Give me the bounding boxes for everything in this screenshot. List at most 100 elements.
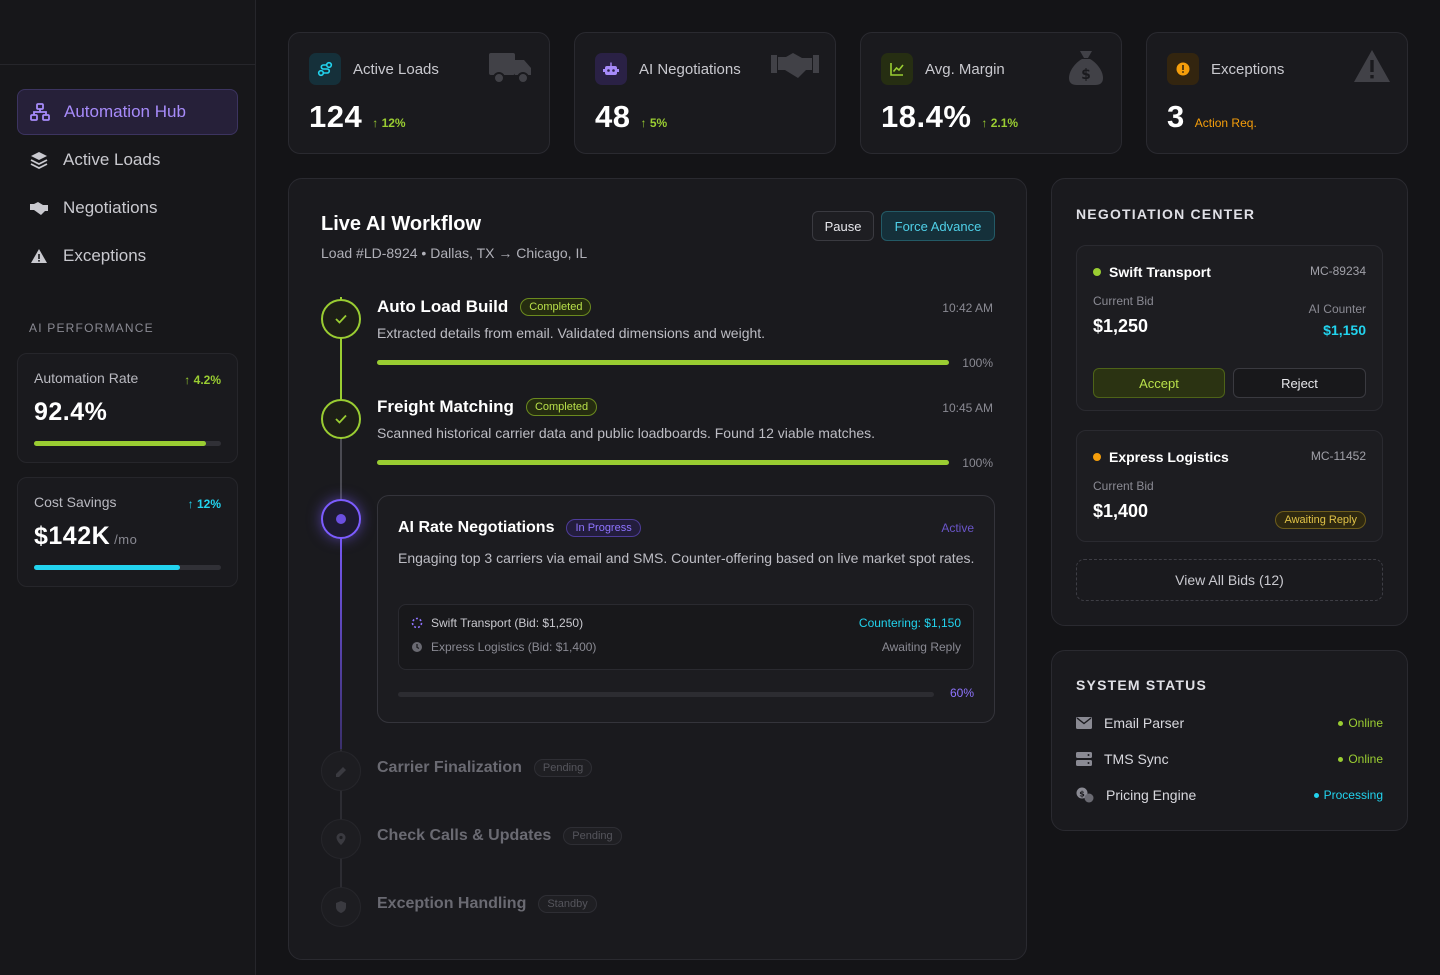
view-all-bids-button[interactable]: View All Bids (12) [1076, 559, 1383, 601]
activity-row: Express Logistics (Bid: $1,400) Awaiting… [411, 640, 961, 654]
stat-card-avg-margin: Avg. Margin 18.4% ↑ 2.1% $ [860, 32, 1122, 154]
sidebar-item-label: Active Loads [63, 150, 161, 169]
metric-value: $142K/mo [34, 522, 138, 550]
reject-button[interactable]: Reject [1233, 368, 1366, 398]
stat-delta: Action Req. [1194, 116, 1257, 130]
loading-icon [411, 617, 423, 629]
system-status-panel: SYSTEM STATUS Email Parser Online TMS Sy… [1051, 650, 1408, 831]
step-percent: 100% [962, 456, 993, 470]
step-progress-bar [398, 692, 934, 697]
sidebar-item-label: Negotiations [63, 198, 158, 217]
pricing-icon: $ [1076, 787, 1094, 803]
warning-icon [29, 246, 49, 266]
step-percent: 60% [949, 686, 974, 700]
check-icon [335, 414, 347, 424]
step-title: Auto Load Build Completed [377, 297, 592, 317]
clock-icon [412, 642, 422, 652]
status-value: Online [1338, 752, 1383, 766]
step-progress-fill [377, 460, 949, 465]
negotiation-activity-box: Swift Transport (Bid: $1,250) Countering… [398, 604, 974, 670]
sidebar-item-label: Automation Hub [64, 102, 186, 121]
status-label: Email Parser [1104, 715, 1185, 731]
metric-label: Cost Savings [34, 494, 117, 510]
activity-status: Countering: $1,150 [858, 616, 961, 630]
money-bag-icon: $ [1067, 49, 1105, 92]
envelope-icon [1076, 717, 1092, 729]
section-heading-ai-performance: AI PERFORMANCE [29, 321, 154, 335]
stat-card-active-loads: Active Loads 124 ↑ 12% [288, 32, 550, 154]
stat-value: 18.4% [881, 99, 972, 134]
timeline-line-segment [340, 439, 342, 519]
pause-button[interactable]: Pause [812, 211, 874, 241]
bid-card-swift-transport: Swift Transport MC-89234 Current Bid $1,… [1076, 245, 1383, 411]
stat-delta: ↑ 5% [640, 116, 668, 130]
active-step-card: AI Rate Negotiations In Progress Active … [377, 495, 995, 723]
carrier-name: Swift Transport [1093, 264, 1211, 280]
step-title: Check Calls & Updates Pending [377, 827, 622, 845]
layers-icon [29, 150, 49, 170]
metric-label: Automation Rate [34, 370, 139, 386]
negotiation-center-panel: NEGOTIATION CENTER Swift Transport MC-89… [1051, 178, 1408, 626]
step-percent: 100% [962, 356, 993, 370]
sidebar-item-exceptions[interactable]: Exceptions [17, 233, 238, 279]
metric-value: 92.4% [34, 398, 108, 426]
truck-icon [487, 49, 533, 90]
step-progress-bar [377, 360, 949, 365]
step-status: Active [941, 521, 974, 535]
force-advance-button[interactable]: Force Advance [881, 211, 995, 241]
stat-label: Exceptions [1211, 60, 1285, 78]
alert-circle-icon [1167, 53, 1199, 85]
stat-delta: ↑ 2.1% [981, 116, 1019, 130]
sidebar-item-negotiations[interactable]: Negotiations [17, 185, 238, 231]
status-dot [1093, 268, 1101, 276]
status-row-pricing-engine: $ Pricing Engine Processing [1076, 787, 1383, 803]
stat-value: 124 [309, 99, 363, 134]
status-label: TMS Sync [1104, 751, 1169, 767]
chart-line-icon [881, 53, 913, 85]
workflow-title: Live AI Workflow [321, 213, 482, 235]
workflow-subtitle: Load #LD-8924 • Dallas, TX → Chicago, IL [321, 245, 588, 261]
mc-number: MC-89234 [1309, 264, 1366, 278]
panel-title: SYSTEM STATUS [1076, 677, 1207, 693]
check-icon [335, 314, 347, 324]
current-bid-value: $1,400 [1093, 501, 1149, 521]
status-badge: Pending [533, 759, 593, 777]
current-bid-label: Current Bid [1093, 479, 1154, 493]
stat-card-exceptions: Exceptions 3 Action Req. [1146, 32, 1408, 154]
status-row-tms-sync: TMS Sync Online [1076, 751, 1383, 767]
step-progress-fill [377, 360, 949, 365]
status-value: Online [1338, 716, 1383, 730]
metric-delta: ↑ 12% [187, 497, 221, 511]
stat-label: Active Loads [353, 60, 439, 78]
step-time: 10:42 AM [942, 301, 993, 315]
step-title: Exception Handling Standby [377, 895, 597, 913]
map-pin-icon [336, 833, 346, 845]
stat-label: AI Negotiations [639, 60, 741, 78]
robot-icon [595, 53, 627, 85]
accept-button[interactable]: Accept [1093, 368, 1225, 398]
handshake-icon [771, 49, 819, 86]
step-description: Scanned historical carrier data and publ… [377, 425, 876, 441]
activity-status: Awaiting Reply [881, 640, 961, 654]
signature-icon [334, 767, 348, 777]
ai-counter-value: $1,150 [1323, 322, 1366, 338]
svg-text:$: $ [1079, 790, 1085, 799]
stat-card-ai-negotiations: AI Negotiations 48 ↑ 5% [574, 32, 836, 154]
carrier-name: Express Logistics [1093, 449, 1229, 465]
sidebar-item-automation-hub[interactable]: Automation Hub [17, 89, 238, 135]
step-title: AI Rate Negotiations In Progress [398, 519, 641, 537]
automation-rate-card: Automation Rate ↑ 4.2% 92.4% [17, 353, 238, 463]
status-badge: Completed [525, 398, 598, 416]
step-complete-node [321, 299, 361, 339]
shield-icon [336, 901, 346, 913]
activity-row: Swift Transport (Bid: $1,250) Countering… [411, 616, 961, 630]
step-time: 10:45 AM [942, 401, 993, 415]
sidebar-item-active-loads[interactable]: Active Loads [17, 137, 238, 183]
status-row-email-parser: Email Parser Online [1076, 715, 1383, 731]
sidebar-brand-area [0, 0, 255, 65]
stat-delta: ↑ 12% [372, 116, 406, 130]
timeline-line-active [340, 519, 342, 749]
status-badge: Awaiting Reply [1275, 511, 1366, 529]
server-icon [1076, 752, 1092, 766]
metric-delta: ↑ 4.2% [184, 373, 221, 387]
